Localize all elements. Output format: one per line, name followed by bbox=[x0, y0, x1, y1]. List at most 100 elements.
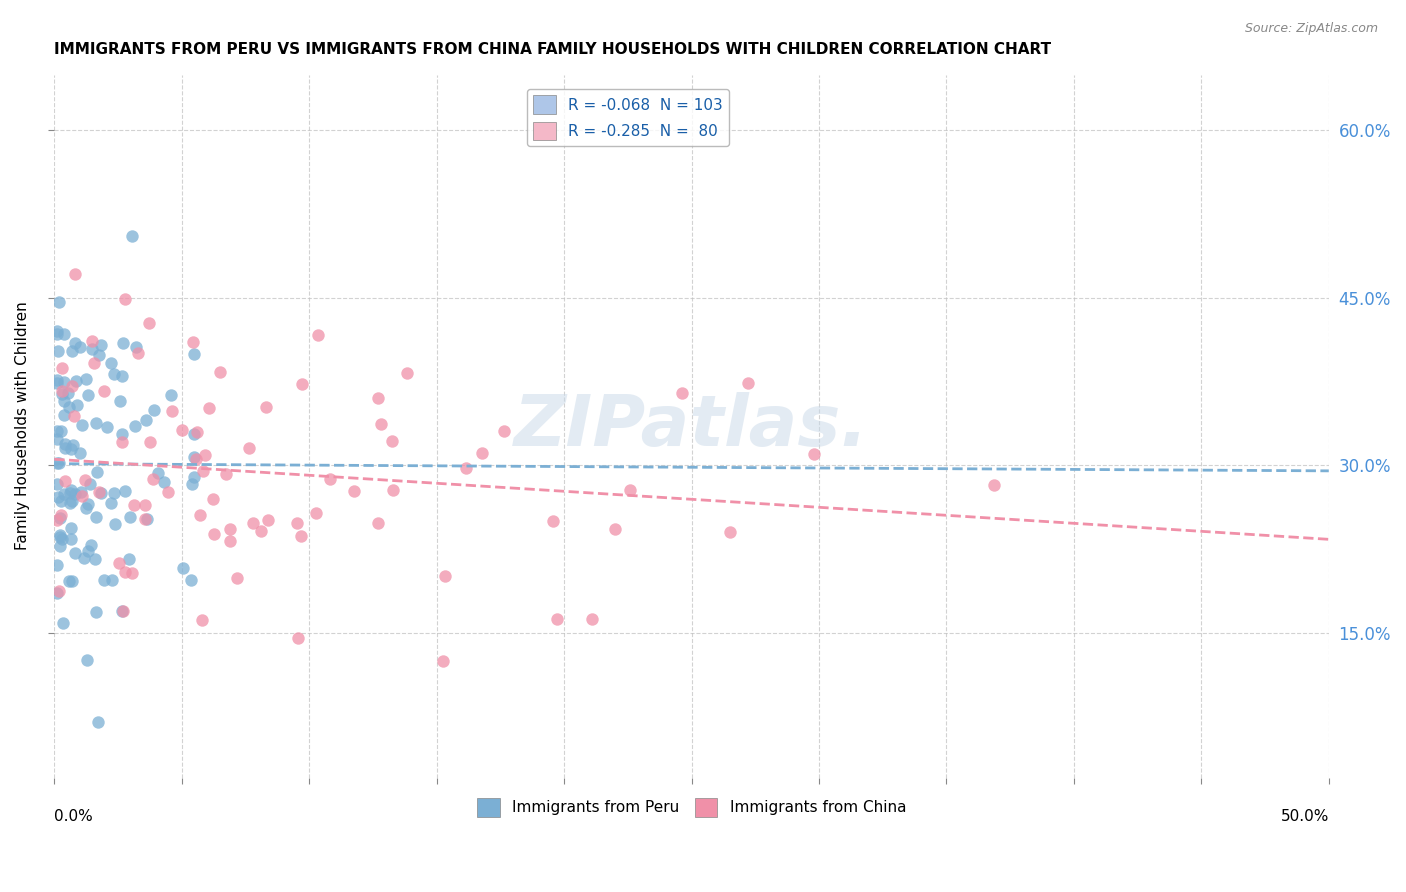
Point bbox=[183, 427, 205, 442]
Point bbox=[139, 434, 162, 449]
Point bbox=[494, 424, 516, 438]
Point bbox=[146, 466, 169, 480]
Point bbox=[70, 417, 93, 432]
Point bbox=[134, 512, 156, 526]
Point bbox=[51, 425, 73, 439]
Point bbox=[75, 473, 97, 487]
Point bbox=[87, 485, 110, 500]
Point bbox=[93, 384, 115, 399]
Point bbox=[160, 404, 183, 418]
Point bbox=[181, 334, 204, 349]
Point bbox=[46, 476, 69, 491]
Point bbox=[82, 343, 104, 357]
Y-axis label: Family Households with Children: Family Households with Children bbox=[15, 301, 30, 550]
Text: IMMIGRANTS FROM PERU VS IMMIGRANTS FROM CHINA FAMILY HOUSEHOLDS WITH CHILDREN CO: IMMIGRANTS FROM PERU VS IMMIGRANTS FROM … bbox=[55, 42, 1052, 57]
Point bbox=[75, 372, 97, 386]
Point bbox=[52, 393, 75, 408]
Point bbox=[186, 451, 208, 466]
Point bbox=[250, 524, 273, 539]
Point bbox=[77, 497, 100, 511]
Point bbox=[118, 552, 141, 566]
Point bbox=[111, 427, 134, 442]
Point bbox=[803, 447, 825, 461]
Point bbox=[183, 450, 205, 464]
Point bbox=[202, 527, 225, 541]
Point bbox=[157, 484, 180, 499]
Point bbox=[318, 472, 340, 486]
Point bbox=[75, 501, 97, 516]
Point bbox=[52, 487, 75, 501]
Point bbox=[180, 573, 202, 587]
Point bbox=[51, 387, 73, 401]
Point bbox=[59, 496, 82, 510]
Point bbox=[454, 461, 477, 475]
Point bbox=[737, 376, 759, 390]
Point bbox=[65, 487, 87, 501]
Point bbox=[181, 477, 204, 491]
Point bbox=[183, 346, 205, 360]
Point bbox=[983, 478, 1005, 492]
Point bbox=[63, 336, 86, 351]
Point bbox=[138, 316, 160, 330]
Point bbox=[51, 384, 73, 398]
Point bbox=[46, 343, 69, 358]
Point bbox=[62, 379, 84, 393]
Point bbox=[619, 483, 641, 498]
Point bbox=[49, 508, 72, 522]
Point bbox=[122, 498, 145, 512]
Legend: Immigrants from Peru, Immigrants from China: Immigrants from Peru, Immigrants from Ch… bbox=[471, 792, 912, 822]
Point bbox=[93, 573, 115, 587]
Point bbox=[121, 228, 143, 243]
Point bbox=[77, 388, 100, 402]
Point bbox=[45, 586, 67, 600]
Point bbox=[110, 435, 132, 450]
Point bbox=[172, 423, 194, 437]
Point bbox=[107, 557, 129, 571]
Point bbox=[432, 654, 454, 668]
Point bbox=[48, 530, 70, 544]
Point bbox=[581, 612, 603, 626]
Point bbox=[290, 376, 312, 391]
Point bbox=[142, 472, 165, 486]
Point bbox=[83, 356, 105, 370]
Point bbox=[84, 509, 107, 524]
Point bbox=[135, 413, 157, 427]
Point bbox=[188, 508, 211, 522]
Point bbox=[62, 438, 84, 452]
Point bbox=[53, 441, 76, 455]
Point bbox=[70, 489, 93, 503]
Point bbox=[45, 324, 67, 338]
Point bbox=[114, 565, 136, 579]
Point bbox=[53, 474, 76, 488]
Point bbox=[143, 403, 166, 417]
Point bbox=[186, 425, 208, 440]
Point bbox=[209, 365, 232, 379]
Point bbox=[125, 340, 148, 354]
Point bbox=[134, 499, 156, 513]
Point bbox=[48, 457, 70, 471]
Point bbox=[121, 566, 143, 580]
Point bbox=[63, 409, 86, 424]
Point bbox=[59, 483, 82, 497]
Point bbox=[87, 348, 110, 362]
Point bbox=[127, 346, 149, 360]
Point bbox=[58, 400, 80, 414]
Point bbox=[100, 496, 122, 510]
Point bbox=[103, 485, 125, 500]
Point bbox=[59, 486, 82, 500]
Point bbox=[86, 416, 108, 430]
Point bbox=[218, 533, 240, 548]
Point bbox=[63, 268, 86, 282]
Point bbox=[49, 528, 72, 542]
Point bbox=[90, 486, 112, 500]
Point bbox=[471, 446, 494, 460]
Point bbox=[82, 334, 104, 348]
Point bbox=[96, 419, 118, 434]
Point bbox=[546, 612, 568, 626]
Point bbox=[52, 615, 75, 630]
Point bbox=[605, 522, 627, 536]
Point bbox=[77, 543, 100, 558]
Point bbox=[287, 631, 309, 645]
Point bbox=[114, 483, 136, 498]
Point bbox=[84, 605, 107, 619]
